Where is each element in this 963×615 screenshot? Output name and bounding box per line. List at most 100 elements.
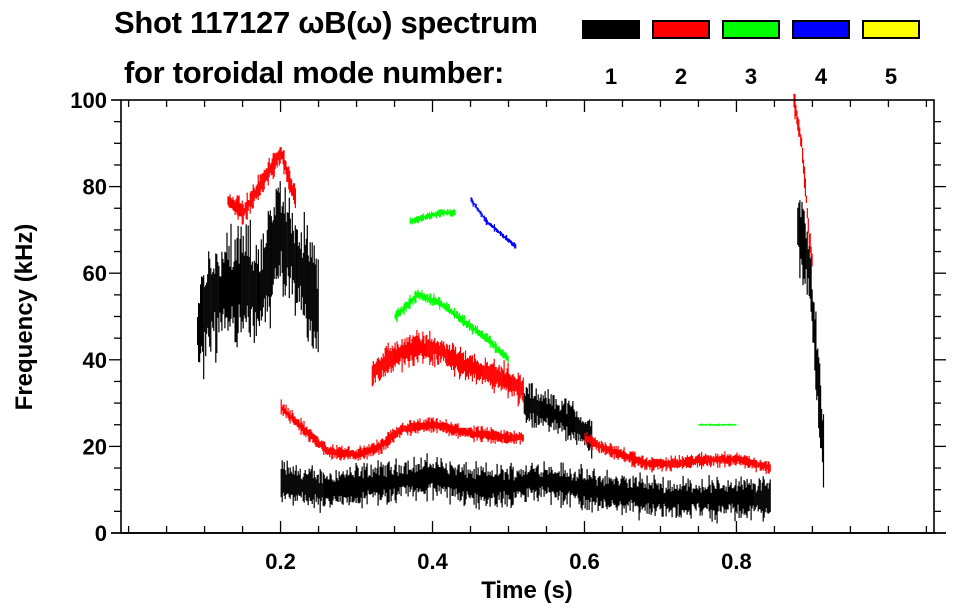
- spectrum-mark: [750, 459, 752, 465]
- spectrum-mark: [494, 227, 496, 231]
- spectrum-mark: [506, 468, 508, 507]
- spectrum-mark: [280, 147, 282, 160]
- spectrum-mark: [703, 424, 705, 426]
- spectrum-mark: [406, 337, 408, 359]
- spectrum-mark: [253, 260, 255, 343]
- spectrum-mark: [448, 303, 450, 313]
- spectrum-mark: [420, 341, 422, 354]
- spectrum-mark: [417, 335, 419, 363]
- spectrum-mark: [387, 462, 389, 503]
- spectrum-mark: [756, 490, 758, 506]
- spectrum-mark: [313, 470, 315, 509]
- spectrum-mark: [662, 477, 664, 517]
- spectrum-mark: [598, 476, 600, 506]
- spectrum-mark: [303, 421, 305, 436]
- spectrum-mark: [510, 240, 512, 244]
- spectrum-mark: [474, 431, 476, 437]
- spectrum-mark: [706, 488, 708, 509]
- spectrum-mark: [755, 492, 757, 508]
- spectrum-mark: [296, 229, 298, 303]
- spectrum-mark: [560, 462, 562, 508]
- spectrum-mark: [438, 342, 440, 365]
- spectrum-mark: [434, 213, 436, 217]
- spectrum-mark: [457, 423, 459, 439]
- spectrum-mark: [542, 472, 544, 490]
- spectrum-mark: [388, 461, 390, 503]
- spectrum-mark: [661, 488, 663, 517]
- spectrum-mark: [626, 453, 628, 461]
- spectrum-mark: [639, 472, 641, 513]
- spectrum-mark: [297, 246, 299, 288]
- spectrum-mark: [391, 345, 393, 369]
- spectrum-mark: [443, 302, 445, 309]
- spectrum-mark: [426, 334, 428, 357]
- spectrum-mark: [375, 444, 377, 453]
- spectrum-mark: [317, 474, 319, 505]
- spectrum-mark: [594, 437, 596, 447]
- spectrum-mark: [558, 471, 560, 496]
- spectrum-mark: [440, 458, 442, 494]
- spectrum-mark: [676, 484, 678, 517]
- spectrum-mark: [487, 221, 489, 225]
- spectrum-mark: [377, 357, 379, 379]
- spectrum-mark: [723, 485, 725, 514]
- spectrum-mark: [445, 463, 447, 489]
- spectrum-mark: [616, 478, 618, 511]
- spectrum-mark: [461, 314, 464, 325]
- spectrum-mark: [500, 430, 502, 442]
- spectrum-mark: [328, 448, 330, 455]
- spectrum-mark: [380, 439, 382, 454]
- x-tick-label: 0.6: [569, 549, 600, 574]
- spectrum-mark: [346, 469, 348, 503]
- spectrum-mark: [431, 298, 433, 303]
- spectrum-mark: [440, 342, 442, 363]
- spectrum-mark: [696, 488, 698, 504]
- spectrum-mark: [451, 423, 453, 436]
- spectrum-mark: [700, 492, 702, 512]
- spectrum-mark: [484, 472, 486, 499]
- spectrum-mark: [212, 272, 214, 328]
- spectrum-mark: [374, 445, 376, 454]
- spectrum-mark: [406, 301, 408, 308]
- spectrum-mark: [695, 485, 697, 511]
- spectrum-mark: [483, 215, 485, 221]
- spectrum-mark: [479, 363, 481, 380]
- spectrum-mark: [808, 245, 810, 296]
- spectrum-mark: [752, 459, 754, 467]
- spectrum-mark: [486, 333, 488, 343]
- spectrum-mark: [511, 374, 513, 397]
- spectrum-mark: [323, 474, 325, 507]
- spectrum-mark: [614, 478, 616, 505]
- spectrum-mark: [318, 439, 320, 448]
- spectrum-mark: [740, 476, 742, 518]
- spectrum-mark: [401, 339, 403, 373]
- spectrum-mark: [526, 388, 528, 420]
- spectrum-mark: [207, 274, 209, 328]
- spectrum-mark: [713, 485, 715, 511]
- spectrum-mark: [733, 455, 735, 463]
- spectrum-mark: [409, 217, 411, 225]
- spectrum-mark: [647, 489, 649, 504]
- spectrum-mark: [517, 372, 519, 407]
- spectrum-mark: [442, 210, 444, 216]
- spectrum-mark: [473, 353, 475, 378]
- spectrum-mark: [247, 200, 249, 211]
- spectrum-mark: [427, 417, 429, 430]
- spectrum-mark: [313, 433, 315, 443]
- spectrum-mark: [418, 291, 420, 298]
- spectrum-mark: [552, 473, 554, 492]
- spectrum-mark: [459, 351, 461, 380]
- spectrum-mark: [268, 157, 270, 178]
- spectrum-mark: [337, 480, 339, 502]
- spectrum-mark: [498, 474, 500, 500]
- spectrum-mark: [287, 407, 289, 419]
- spectrum-mark: [517, 472, 519, 494]
- spectrum-mark: [515, 477, 517, 498]
- spectrum-mark: [437, 464, 439, 486]
- spectrum-mark: [408, 469, 410, 487]
- spectrum-mark: [667, 459, 669, 467]
- series-mode-1-2: [523, 383, 593, 459]
- spectrum-mark: [442, 466, 444, 490]
- spectrum-mark: [483, 431, 485, 438]
- spectrum-mark: [624, 480, 626, 506]
